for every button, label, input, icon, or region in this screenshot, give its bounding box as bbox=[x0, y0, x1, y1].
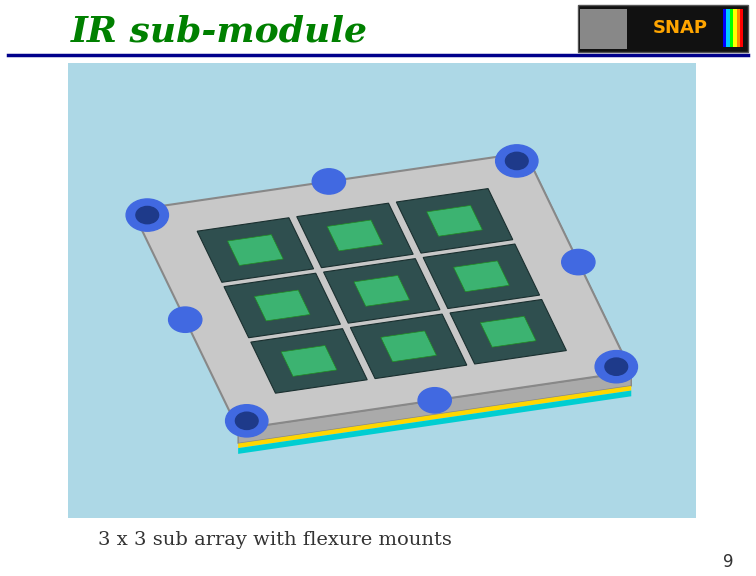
Polygon shape bbox=[238, 372, 631, 444]
Bar bbox=[740, 9, 743, 47]
Polygon shape bbox=[224, 273, 340, 338]
Circle shape bbox=[235, 412, 258, 430]
Polygon shape bbox=[450, 300, 566, 364]
Bar bbox=[733, 9, 736, 47]
Circle shape bbox=[126, 199, 169, 231]
Circle shape bbox=[225, 405, 268, 437]
Polygon shape bbox=[132, 153, 631, 429]
Bar bbox=[723, 9, 727, 47]
Polygon shape bbox=[251, 329, 367, 393]
Polygon shape bbox=[381, 331, 436, 362]
Bar bbox=[580, 9, 627, 49]
Polygon shape bbox=[426, 206, 482, 236]
Polygon shape bbox=[281, 346, 337, 376]
Text: IR sub-module: IR sub-module bbox=[71, 14, 367, 49]
Bar bbox=[730, 9, 733, 47]
Circle shape bbox=[595, 351, 637, 383]
Polygon shape bbox=[238, 386, 631, 448]
Polygon shape bbox=[254, 290, 310, 321]
Text: 3 x 3 sub array with flexure mounts: 3 x 3 sub array with flexure mounts bbox=[98, 531, 452, 550]
Polygon shape bbox=[197, 218, 314, 282]
Polygon shape bbox=[354, 275, 410, 306]
Text: 9: 9 bbox=[723, 552, 733, 571]
Polygon shape bbox=[396, 188, 513, 253]
Polygon shape bbox=[297, 203, 414, 268]
Circle shape bbox=[496, 145, 538, 177]
Bar bbox=[578, 5, 748, 52]
Polygon shape bbox=[238, 391, 631, 454]
Circle shape bbox=[169, 307, 202, 332]
Polygon shape bbox=[480, 316, 536, 347]
Bar bbox=[727, 9, 730, 47]
Bar bbox=[736, 9, 740, 47]
Polygon shape bbox=[423, 244, 540, 309]
Circle shape bbox=[605, 358, 627, 376]
Circle shape bbox=[562, 249, 595, 275]
Polygon shape bbox=[228, 234, 284, 266]
Circle shape bbox=[312, 169, 345, 194]
Polygon shape bbox=[350, 314, 466, 378]
Polygon shape bbox=[525, 153, 631, 386]
Text: SNAP: SNAP bbox=[653, 19, 708, 37]
Circle shape bbox=[506, 152, 528, 169]
Circle shape bbox=[136, 206, 159, 223]
Bar bbox=[68, 63, 696, 518]
Polygon shape bbox=[327, 220, 383, 251]
Circle shape bbox=[418, 388, 451, 413]
Polygon shape bbox=[454, 261, 510, 291]
Polygon shape bbox=[324, 259, 440, 323]
